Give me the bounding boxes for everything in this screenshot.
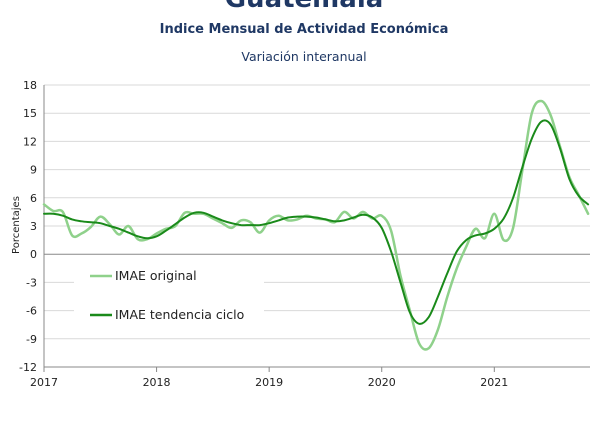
- y-tick-label: 12: [23, 135, 37, 148]
- x-tick-label: 2021: [480, 376, 508, 389]
- y-tick-label: 15: [23, 107, 37, 120]
- x-tick-label: 2020: [368, 376, 396, 389]
- y-tick-label: 3: [30, 220, 37, 233]
- x-axis-ticks: 2017 2018 2019 2020 2021: [30, 367, 508, 389]
- y-tick-label: -9: [26, 333, 37, 346]
- series-line-imae-tendencia-ciclo: [43, 119, 590, 325]
- y-tick-label: 18: [23, 79, 37, 92]
- y-tick-label: -3: [26, 276, 37, 289]
- legend-background: [74, 262, 264, 328]
- x-tick-label: 2017: [30, 376, 58, 389]
- y-axis-label: Porcentajes: [11, 196, 22, 254]
- y-axis-ticks: 18 15 12 9 6 3 0 -3 -6 -9 -12: [19, 79, 37, 374]
- legend: IMAE original IMAE tendencia ciclo: [74, 262, 264, 328]
- x-tick-label: 2018: [143, 376, 171, 389]
- legend-label-imae-original: IMAE original: [115, 268, 197, 283]
- legend-label-imae-tendencia: IMAE tendencia ciclo: [115, 307, 244, 322]
- y-tick-label: 0: [30, 248, 37, 261]
- chart-subsubtitle: Variación interanual: [241, 49, 367, 64]
- y-tick-label: 6: [30, 192, 37, 205]
- y-tick-label: 9: [30, 164, 37, 177]
- chart-title: Guatemala: [0, 0, 608, 14]
- gridlines: [43, 84, 590, 368]
- y-tick-label: -6: [26, 305, 37, 318]
- chart-subtitle: Indice Mensual de Actividad Económica: [159, 22, 449, 37]
- x-tick-label: 2019: [255, 376, 283, 389]
- y-tick-label: -12: [19, 361, 37, 374]
- series-lines: [42, 99, 590, 351]
